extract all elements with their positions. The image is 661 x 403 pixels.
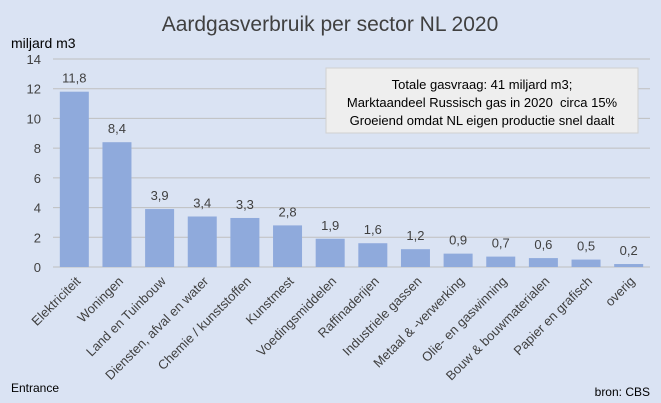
data-label: 0,5 [577,239,595,254]
y-axis-label: miljard m3 [11,35,76,51]
bar [187,216,217,267]
footer-left: Entrance [11,381,59,395]
y-tick-label: 12 [27,82,41,97]
category-label: Voedingsmiddelen [254,274,340,360]
bar [145,209,175,267]
y-tick-label: 0 [34,260,41,275]
bar [230,217,260,267]
data-label: 3,4 [193,195,211,210]
chart-title: Aardgasverbruik per sector NL 2020 [162,13,499,36]
data-labels: 11,8 8,4 3,9 3,4 3,3 2,8 1,9 1,6 1,2 0,9 0,7 0,6 0,5… [62,71,638,258]
annotation-line-2: Marktaandeel Russisch gas in 2020 circa … [347,95,618,110]
y-tick-label: 8 [34,141,41,156]
data-label: 3,3 [236,197,254,212]
y-tick-label: 14 [27,52,41,67]
data-label: 0,9 [449,233,467,248]
bar [528,258,558,267]
bar [315,238,345,267]
annotation-line-1: Totale gasvraag: 41 miljard m3; [392,77,573,92]
y-tick-label: 2 [34,230,41,245]
category-label: Industriele gassen [339,274,424,359]
data-label: 0,2 [620,243,638,258]
category-label: Land en Tuinbouw [83,273,169,359]
bar [400,249,430,267]
bar [486,256,516,267]
y-axis-ticks: 0 2 4 6 8 10 12 14 [27,52,41,275]
data-label: 8,4 [108,121,126,136]
annotation-background [325,67,639,134]
source-label: bron: CBS [595,385,650,399]
bars [59,91,644,267]
data-label: 1,2 [406,228,424,243]
data-label: 1,6 [364,222,382,237]
data-label: 11,8 [62,71,86,86]
bar [273,225,303,267]
y-tick-label: 10 [27,111,41,126]
bar [59,91,89,267]
bar [614,264,644,267]
bar [358,243,388,267]
category-label: overig [602,274,638,310]
annotation-box: Totale gasvraag: 41 miljard m3; Marktaan… [325,67,639,134]
category-label: Papier en grafisch [510,274,595,359]
annotation-line-3: Groeiend omdat NL eigen productie snel d… [350,113,615,128]
bar [571,259,601,267]
data-label: 0,6 [534,237,552,252]
data-label: 1,9 [321,218,339,233]
data-label: 3,9 [151,188,169,203]
data-label: 2,8 [278,204,296,219]
category-label: Elektriciteit [28,273,83,328]
data-label: 0,7 [492,236,510,251]
bar [102,142,132,267]
y-tick-label: 4 [34,201,41,216]
bar [443,253,473,267]
y-tick-label: 6 [34,171,41,186]
